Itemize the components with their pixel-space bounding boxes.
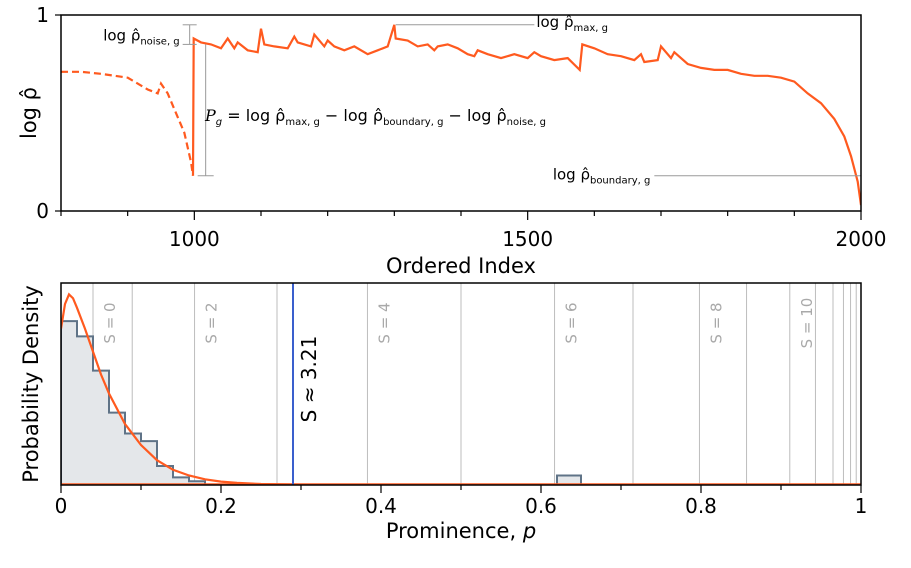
- top-annotations: log ρ̂noise, g log ρ̂max, g log ρ̂boundary…: [103, 13, 861, 187]
- histogram-bar: [77, 336, 93, 485]
- bottom-ticks: 0 0.2 0.4 0.6 0.8 1: [55, 485, 868, 518]
- histogram-bar: [61, 321, 77, 485]
- s-level-label: S = 4: [375, 302, 393, 343]
- histogram-bar: [93, 370, 109, 485]
- histogram-group: [61, 320, 582, 485]
- bottom-x-tick-label: 0.6: [525, 494, 557, 518]
- threshold-group: S ≈ 3.21: [292, 283, 321, 485]
- bottom-x-tick-label: 1: [855, 494, 868, 518]
- boundary-label: log ρ̂boundary, g: [553, 166, 651, 187]
- max-label: log ρ̂max, g: [536, 13, 608, 34]
- density-series-solid: [191, 24, 861, 206]
- prominence-formula: Pg = log ρ̂max, g − log ρ̂boundary, g − …: [204, 106, 546, 128]
- histogram-bar: [189, 481, 205, 485]
- histogram-bar: [109, 412, 125, 485]
- density-series-dashed: [61, 70, 195, 176]
- top-y-tick-label: 1: [36, 3, 49, 27]
- s-level-label: S = 2: [203, 302, 221, 343]
- top-series-group: [61, 24, 861, 206]
- bottom-x-tick-label: 0: [55, 494, 68, 518]
- top-x-tick-label: 1000: [169, 227, 220, 251]
- top-x-tick-label: 1500: [502, 227, 553, 251]
- s-level-label: S = 0: [101, 302, 119, 343]
- histogram-outlier-outline: [556, 474, 582, 485]
- s-level-label: S = 10: [798, 298, 816, 349]
- bottom-panel: S = 0 S = 2 S = 4 S = 6 S = 8 S = 10 S ≈ 3.21…: [19, 282, 868, 543]
- histogram-bar: [157, 465, 173, 485]
- bottom-x-tick-label: 0.4: [365, 494, 397, 518]
- top-panel: log ρ̂noise, g log ρ̂max, g log ρ̂boundary…: [17, 3, 886, 278]
- top-x-axis-label: Ordered Index: [386, 254, 536, 278]
- bottom-x-axis-label: Prominence, p: [386, 519, 536, 543]
- top-x-tick-label: 2000: [836, 227, 887, 251]
- histogram-bar: [557, 475, 581, 485]
- s-level-label: S = 6: [563, 302, 581, 343]
- noise-label: log ρ̂noise, g: [103, 26, 179, 47]
- bottom-x-tick-label: 0.8: [685, 494, 717, 518]
- top-y-axis-label: log ρ̂: [17, 87, 41, 139]
- s-level-label: S = 8: [707, 302, 725, 343]
- bottom-x-tick-label: 0.2: [205, 494, 237, 518]
- threshold-label: S ≈ 3.21: [297, 336, 321, 423]
- s-lines-group: S = 0 S = 2 S = 4 S = 6 S = 8 S = 10: [92, 283, 857, 485]
- top-ticks: 1000 1500 2000 0 1: [36, 3, 886, 251]
- histogram-bar: [141, 441, 157, 485]
- histogram-bar: [125, 433, 141, 485]
- histogram-bar: [173, 477, 189, 485]
- top-y-tick-label: 0: [36, 199, 49, 223]
- bottom-y-axis-label: Probability Density: [19, 285, 43, 483]
